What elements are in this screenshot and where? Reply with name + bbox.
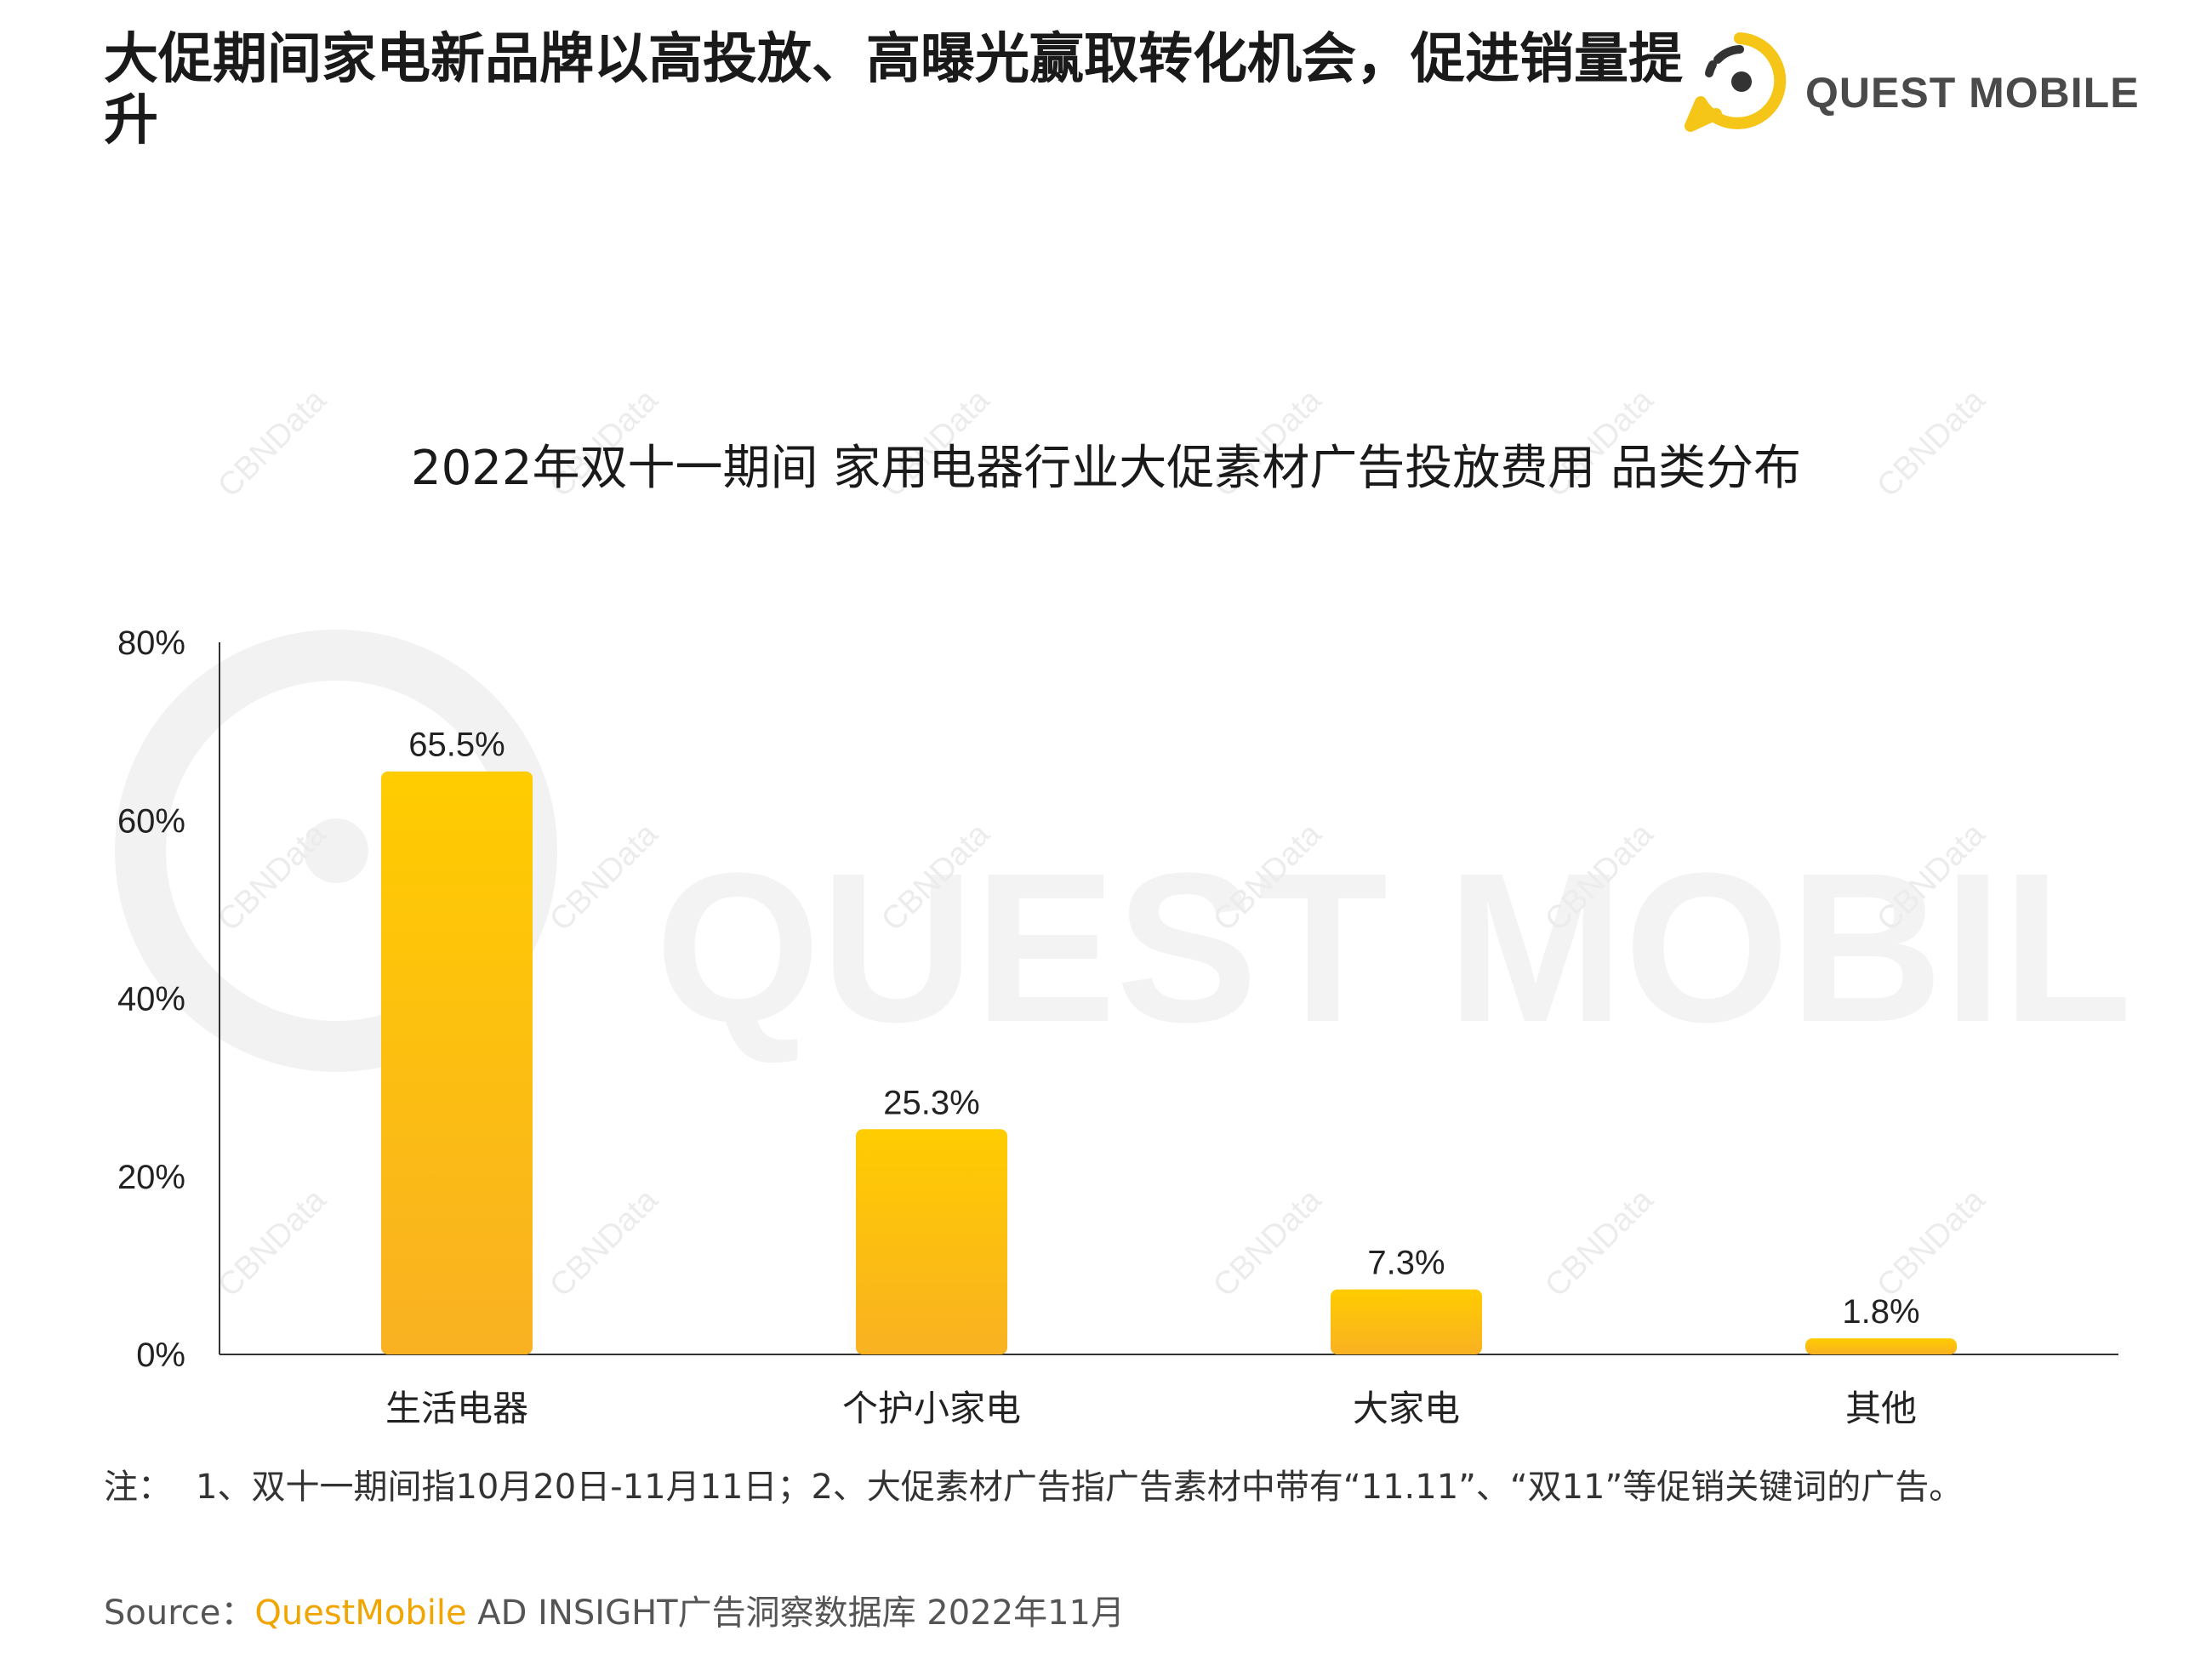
y-tick-label: 60% [117, 802, 185, 840]
y-tick-label: 80% [117, 624, 185, 662]
y-tick-label: 20% [117, 1159, 185, 1196]
y-tick-label: 40% [117, 981, 185, 1018]
x-category-label: 其他 [1845, 1388, 1917, 1429]
questmobile-logo-icon [1685, 32, 1787, 132]
page-headline: 大促期间家电新品牌以高投放、高曝光赢取转化机会，促进销量提升 [104, 28, 1683, 152]
x-category-label: 大家电 [1353, 1388, 1460, 1429]
bar-value-label: 1.8% [1842, 1293, 1919, 1331]
footnote-text: 1、双十一期间指10月20日-11月11日；2、大促素材广告指广告素材中带有“1… [196, 1468, 1964, 1507]
bar [1331, 1289, 1482, 1354]
source-text: AD INSIGHT广告洞察数据库 2022年11月 [466, 1593, 1125, 1633]
source-line: Source：QuestMobile AD INSIGHT广告洞察数据库 202… [104, 1585, 1125, 1634]
bar-value-label: 25.3% [883, 1084, 979, 1121]
source-brand: QuestMobile [254, 1593, 467, 1633]
footnote: 注： 1、双十一期间指10月20日-11月11日；2、大促素材广告指广告素材中带有… [104, 1459, 1963, 1508]
brand-logo: QUEST MOBILE [1680, 26, 2140, 136]
logo-text: QUEST MOBILE [1805, 69, 2140, 117]
chart-title: 2022年双十一期间 家用电器行业大促素材广告投放费用 品类分布 [410, 441, 1802, 496]
bar-value-label: 65.5% [408, 727, 505, 764]
footnote-label: 注： [104, 1468, 172, 1507]
y-tick-label: 0% [136, 1337, 185, 1374]
bar [856, 1129, 1007, 1354]
x-category-label: 生活电器 [385, 1388, 528, 1429]
bar [1805, 1338, 1957, 1354]
bar-value-label: 7.3% [1367, 1245, 1445, 1282]
source-label: Source： [104, 1593, 255, 1633]
x-category-label: 个护小家电 [842, 1388, 1021, 1429]
bar [381, 771, 533, 1354]
